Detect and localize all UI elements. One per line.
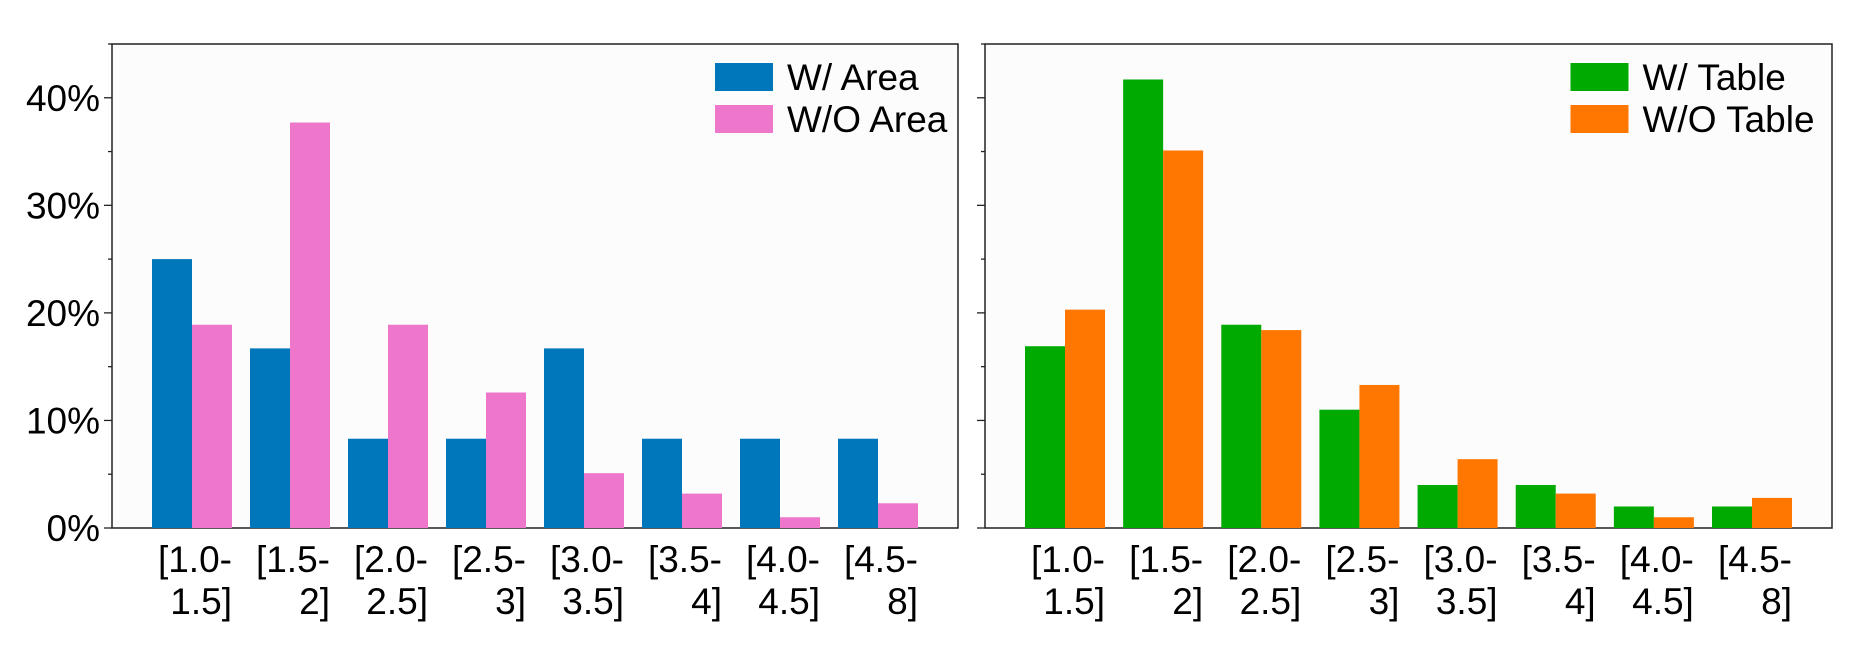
bar-wo-5 (1457, 459, 1498, 528)
legend-label: W/O Table (1643, 99, 1815, 140)
x-tick-label: [2.5-3] (1325, 539, 1399, 622)
x-tick-label: [4.5-8] (1718, 539, 1792, 622)
bar-w-5 (1417, 484, 1458, 528)
x-tick-label: [1.5-2] (1129, 539, 1203, 622)
bar-w-6 (1515, 484, 1556, 528)
bar-w-2 (1123, 79, 1164, 528)
legend-label: W/ Area (787, 57, 919, 98)
legend-label: W/O Area (787, 99, 948, 140)
y-tick-label: 0% (47, 508, 100, 549)
legend-label: W/ Table (1643, 57, 1786, 98)
bar-w-1 (1025, 346, 1065, 528)
x-tick-label: [2.0-2.5] (1227, 539, 1301, 622)
x-tick-label: [3.5-4] (648, 539, 722, 622)
bar-w-1 (152, 259, 192, 528)
x-tick-label: [2.5-3] (452, 539, 526, 622)
x-tick-label: [1.0-1.5] (1031, 539, 1105, 622)
legend-swatch (715, 105, 773, 133)
bar-wo-7 (1653, 517, 1694, 528)
x-tick-label: [2.0-2.5] (354, 539, 428, 622)
y-tick-label: 40% (26, 78, 100, 119)
bar-wo-2 (290, 122, 330, 528)
y-tick-label: 30% (26, 185, 100, 226)
chart-panel-2: [1.0-1.5] [1.5-2] [2.0-2.5] [2.5-3] [3.0-3.5… (977, 43, 1833, 622)
bar-wo-7 (780, 517, 820, 528)
x-tick-label: [1.0-1.5] (158, 539, 232, 622)
legend-swatch (1570, 105, 1629, 133)
bar-wo-8 (878, 503, 918, 528)
x-tick-label: [3.0-3.5] (550, 539, 624, 622)
x-tick-label: [4.5-8] (844, 539, 918, 622)
x-tick-label: [4.0-4.5] (1620, 539, 1694, 622)
x-tick-label: [1.5-2] (256, 539, 330, 622)
bar-w-2 (250, 348, 290, 528)
legend-swatch (715, 63, 773, 91)
bar-wo-4 (486, 392, 526, 528)
bar-wo-1 (1065, 309, 1105, 528)
bar-w-7 (740, 438, 780, 528)
bar-w-4 (446, 438, 486, 528)
bar-wo-6 (682, 493, 722, 528)
y-tick-label: 10% (26, 400, 100, 441)
chart-panel-1: 0% 10% 20% 30% 40% [1.0-1.5] [1.5-2] [2.0-2.5] [… (26, 43, 959, 622)
x-tick-label: [3.0-3.5] (1424, 539, 1498, 622)
bar-wo-2 (1163, 150, 1204, 529)
legend-swatch (1570, 63, 1629, 91)
bar-w-8 (1712, 506, 1752, 528)
y-tick-label: 20% (26, 293, 100, 334)
bar-w-7 (1613, 506, 1654, 528)
bar-wo-5 (584, 473, 624, 528)
x-tick-label: [4.0-4.5] (746, 539, 820, 622)
bar-w-8 (838, 438, 878, 528)
bar-wo-6 (1555, 493, 1596, 528)
bar-w-5 (544, 348, 584, 528)
bar-w-3 (348, 438, 388, 528)
bar-w-6 (642, 438, 682, 528)
bar-w-4 (1319, 409, 1360, 528)
x-tick-label: [3.5-4] (1522, 539, 1596, 622)
bar-wo-3 (1261, 330, 1302, 528)
bar-w-3 (1221, 324, 1262, 528)
bar-wo-3 (388, 324, 428, 528)
bar-wo-4 (1359, 384, 1400, 528)
bar-wo-8 (1752, 497, 1792, 528)
bar-wo-1 (192, 324, 232, 528)
